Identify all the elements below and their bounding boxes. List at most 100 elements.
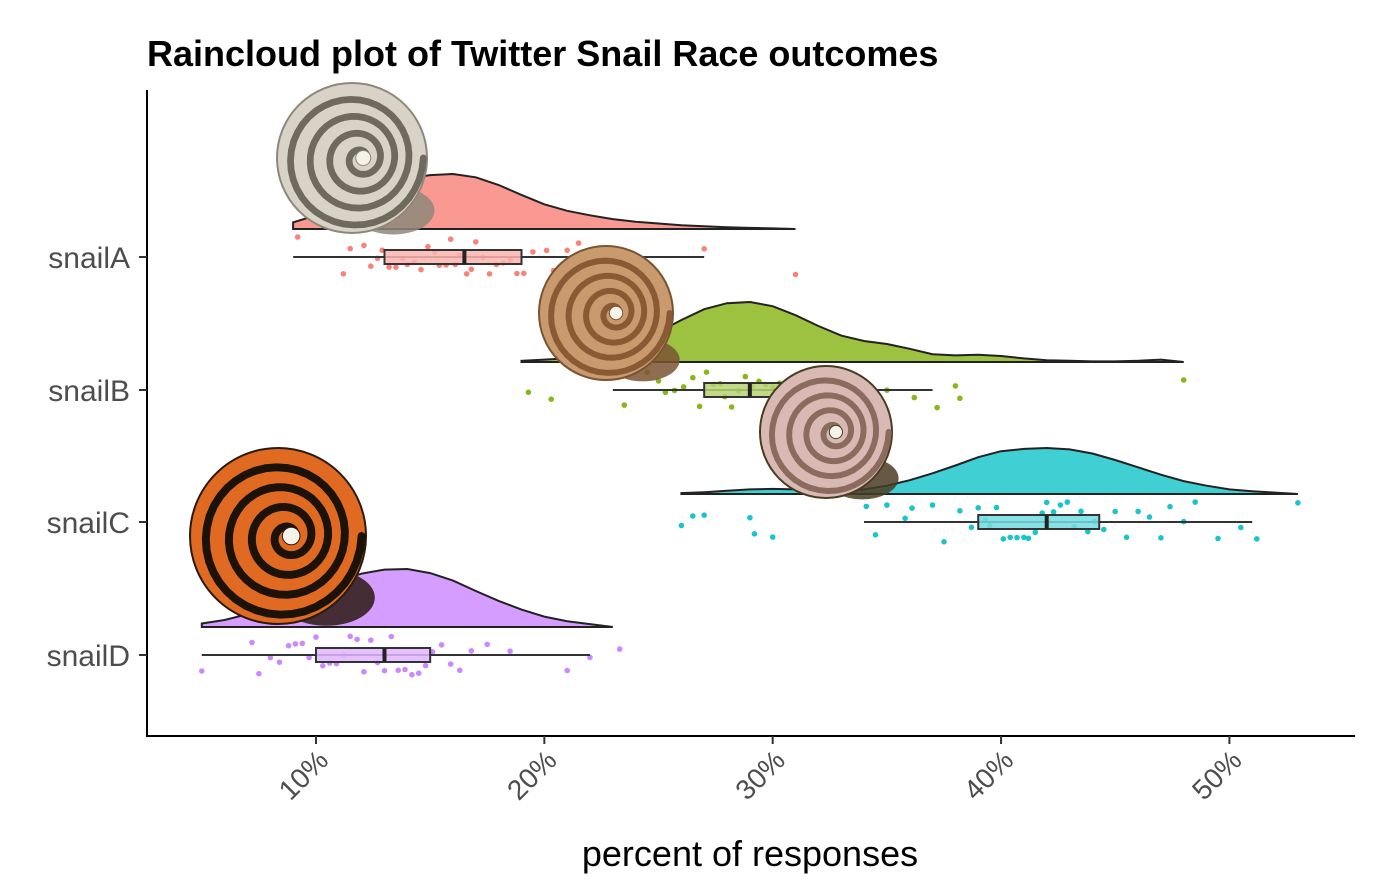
snailD-box	[314, 647, 432, 663]
snailB-point-14	[728, 404, 735, 410]
brown-snail-shell-icon	[538, 245, 680, 382]
snailD-point-35	[616, 646, 623, 652]
y-label-snailA: snailA	[48, 242, 130, 275]
snailD-point-20	[388, 633, 395, 640]
snail-shell-images	[189, 82, 899, 626]
snailA-point-37	[701, 246, 707, 252]
orange-banded-snail-shell-icon	[189, 447, 375, 626]
snailD-point-10	[320, 663, 326, 669]
snailC-point-28	[1057, 502, 1064, 508]
snailC-point-36	[1123, 534, 1130, 541]
snailD-point-30	[468, 648, 475, 654]
snailD-point-0	[199, 668, 205, 674]
y-label-snailC: snailC	[47, 507, 130, 540]
snailD-point-6	[292, 641, 299, 647]
snailC-point-40	[1167, 503, 1173, 510]
snailD-point-28	[447, 661, 454, 667]
snailC-point-3	[747, 514, 753, 521]
snailD-point-25	[422, 662, 429, 669]
snailA-point-13	[425, 243, 431, 250]
snailA-point-33	[564, 247, 570, 254]
snailD-point-33	[564, 667, 570, 674]
snailC-point-4	[751, 531, 758, 537]
snailC-point-34	[1101, 526, 1107, 533]
white-spiral-snail-shell-icon	[276, 82, 435, 235]
snailA-box	[383, 249, 523, 265]
x-tick-label-40: 40%	[958, 744, 1020, 806]
snailC-point-35	[1112, 508, 1118, 515]
snailB-point-9	[696, 403, 703, 410]
snailB-point-32	[911, 394, 918, 401]
snailB-point-35	[957, 395, 963, 402]
snailA-point-7	[386, 264, 392, 270]
chart-title: Raincloud plot of Twitter Snail Race out…	[147, 33, 938, 74]
snailD-point-23	[409, 671, 415, 678]
snailD-point-3	[267, 654, 274, 661]
snailA-point-2	[347, 245, 354, 252]
snailC-point-2	[701, 512, 707, 518]
snailC-point-7	[872, 532, 879, 538]
snailD-point-15	[354, 636, 360, 643]
snailA-point-12	[418, 266, 424, 273]
snailC-point-14	[968, 524, 975, 531]
snailC-point-38	[1146, 514, 1153, 520]
snailC-point-42	[1192, 499, 1198, 505]
snailD-point-16	[361, 669, 367, 675]
snailD-point-14	[347, 633, 354, 640]
snailC-point-29	[1064, 499, 1071, 505]
snailC-point-45	[1254, 536, 1260, 542]
snailC-box	[977, 514, 1101, 530]
x-axis-title: percent of responses	[582, 833, 918, 874]
snailD-point-27	[438, 642, 445, 648]
snailC-point-5	[769, 534, 776, 540]
snailD-point-1	[249, 639, 255, 646]
snailC-point-39	[1158, 535, 1164, 541]
snailB-point-1	[548, 396, 554, 403]
snailC-point-11	[929, 502, 936, 508]
snailD-point-4	[276, 659, 283, 665]
snailC-point-26	[1043, 499, 1050, 506]
snailC-point-19	[1000, 536, 1007, 542]
snailD-point-8	[306, 654, 312, 661]
snailC-point-37	[1135, 508, 1141, 515]
snailA-point-29	[521, 270, 527, 277]
snailD-point-19	[381, 667, 388, 674]
snailD-point-29	[457, 667, 463, 674]
snailC-point-21	[1014, 534, 1020, 541]
y-label-snailD: snailD	[47, 640, 130, 673]
snailD-point-22	[402, 666, 408, 673]
snailB-point-16	[742, 373, 749, 380]
x-axis: 10% 20% 30% 40% 50%	[273, 736, 1248, 806]
snailB-point-0	[525, 389, 532, 396]
snailC-point-46	[1295, 500, 1301, 506]
snailA-point-8	[393, 264, 399, 271]
x-tick-label-10: 10%	[273, 744, 335, 806]
snailB-point-8	[690, 374, 696, 381]
snailD-point-24	[415, 670, 422, 676]
snailC-point-1	[690, 513, 696, 519]
snailA-point-30	[530, 249, 536, 255]
snailB-point-10	[703, 369, 710, 376]
snailC-point-9	[902, 515, 908, 522]
snailA-point-1	[340, 271, 347, 277]
snailA-point-0	[294, 234, 301, 240]
snailA-point-21	[468, 266, 475, 273]
snailC-point-12	[941, 539, 947, 545]
snailA-point-3	[361, 242, 367, 249]
snailC-point-20	[1007, 534, 1013, 541]
snailB-point-34	[952, 383, 959, 389]
snailB-point-36	[1180, 377, 1187, 383]
snailC-density-cloud	[680, 446, 1298, 495]
x-tick-label-30: 30%	[729, 744, 791, 806]
snailD-point-21	[395, 667, 402, 674]
snailD-point-2	[256, 670, 262, 677]
snailC-point-13	[957, 508, 963, 514]
snailD-point-5	[285, 642, 292, 649]
snailC-point-44	[1238, 524, 1244, 531]
snailA-point-4	[368, 263, 374, 270]
snailC-point-31	[1078, 508, 1084, 515]
snailA-point-24	[486, 271, 493, 277]
snailC-point-32	[1085, 528, 1091, 535]
snailB-point-2	[621, 402, 628, 408]
